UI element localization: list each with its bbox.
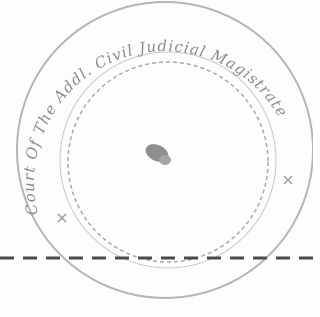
seal-photo: Court Of The Addl. Civil Judicial Magist…: [0, 0, 313, 317]
